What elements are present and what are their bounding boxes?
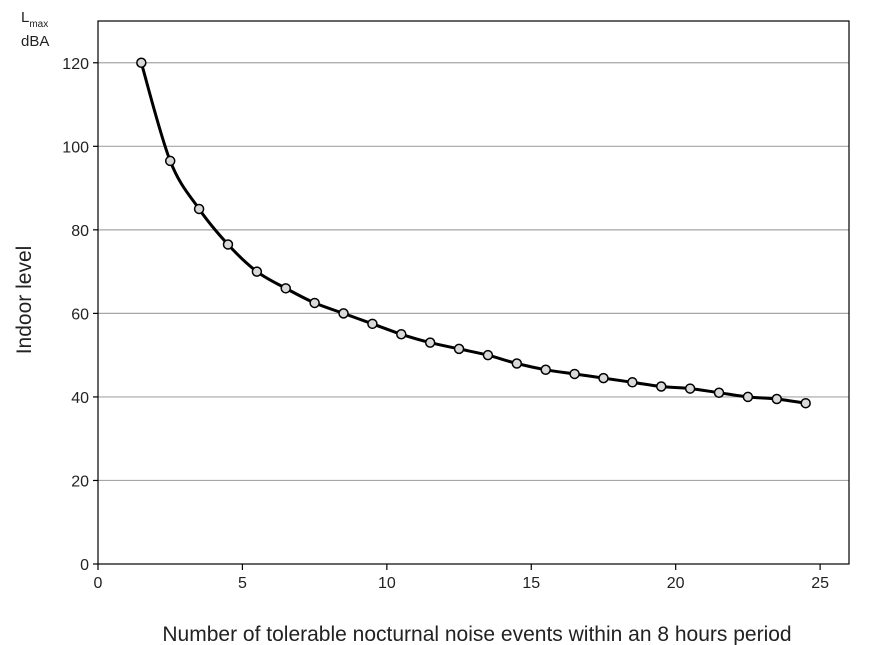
- series-line: [139, 62, 806, 405]
- y-axis-title: Indoor level: [13, 246, 36, 355]
- unit-label-dba: dBA: [21, 33, 49, 50]
- data-point: [136, 57, 147, 69]
- x-axis-title: Number of tolerable nocturnal noise even…: [162, 623, 791, 645]
- x-tick-label: 15: [522, 575, 540, 592]
- data-point: [482, 349, 494, 361]
- data-point: [771, 393, 783, 405]
- data-point: [684, 383, 696, 394]
- data-point: [396, 329, 407, 340]
- data-point: [280, 283, 291, 294]
- y-tick-label: 60: [71, 306, 89, 323]
- x-tick-label: 25: [811, 575, 829, 592]
- x-tick-label: 5: [238, 575, 247, 592]
- data-point: [338, 308, 349, 319]
- data-point: [742, 391, 754, 403]
- data-point: [569, 368, 580, 380]
- y-tick-label: 40: [71, 390, 89, 407]
- y-axis-ticks: 0 20 40 60 80 100 120: [62, 56, 98, 574]
- unit-label-lmax: Lmax: [21, 9, 48, 30]
- data-point: [164, 155, 176, 167]
- data-point: [251, 266, 263, 277]
- y-tick-label: 0: [80, 557, 89, 574]
- x-axis-ticks: 0 5 10 15 20 25: [94, 564, 829, 592]
- data-point: [627, 377, 638, 388]
- unit-label-main: L: [21, 9, 29, 26]
- data-points: [136, 57, 811, 409]
- y-tick-label: 80: [71, 223, 89, 240]
- y-tick-label: 100: [62, 139, 89, 156]
- gridlines: [98, 62, 849, 482]
- x-tick-label: 0: [94, 575, 103, 592]
- data-point: [367, 318, 378, 330]
- data-point: [656, 381, 667, 392]
- data-point: [309, 297, 320, 309]
- x-tick-label: 10: [378, 575, 396, 592]
- data-point: [598, 372, 609, 384]
- x-tick-label: 20: [667, 575, 685, 592]
- data-point: [453, 343, 465, 355]
- data-point: [713, 387, 725, 398]
- plot-frame: [97, 20, 850, 565]
- unit-label-sub: max: [29, 19, 48, 30]
- y-tick-label: 120: [62, 56, 89, 73]
- y-tick-label: 20: [71, 473, 89, 490]
- data-point: [800, 397, 811, 409]
- data-point: [424, 337, 436, 348]
- data-point: [540, 364, 551, 376]
- data-point: [222, 239, 234, 250]
- data-point: [511, 358, 523, 369]
- data-point: [193, 203, 205, 215]
